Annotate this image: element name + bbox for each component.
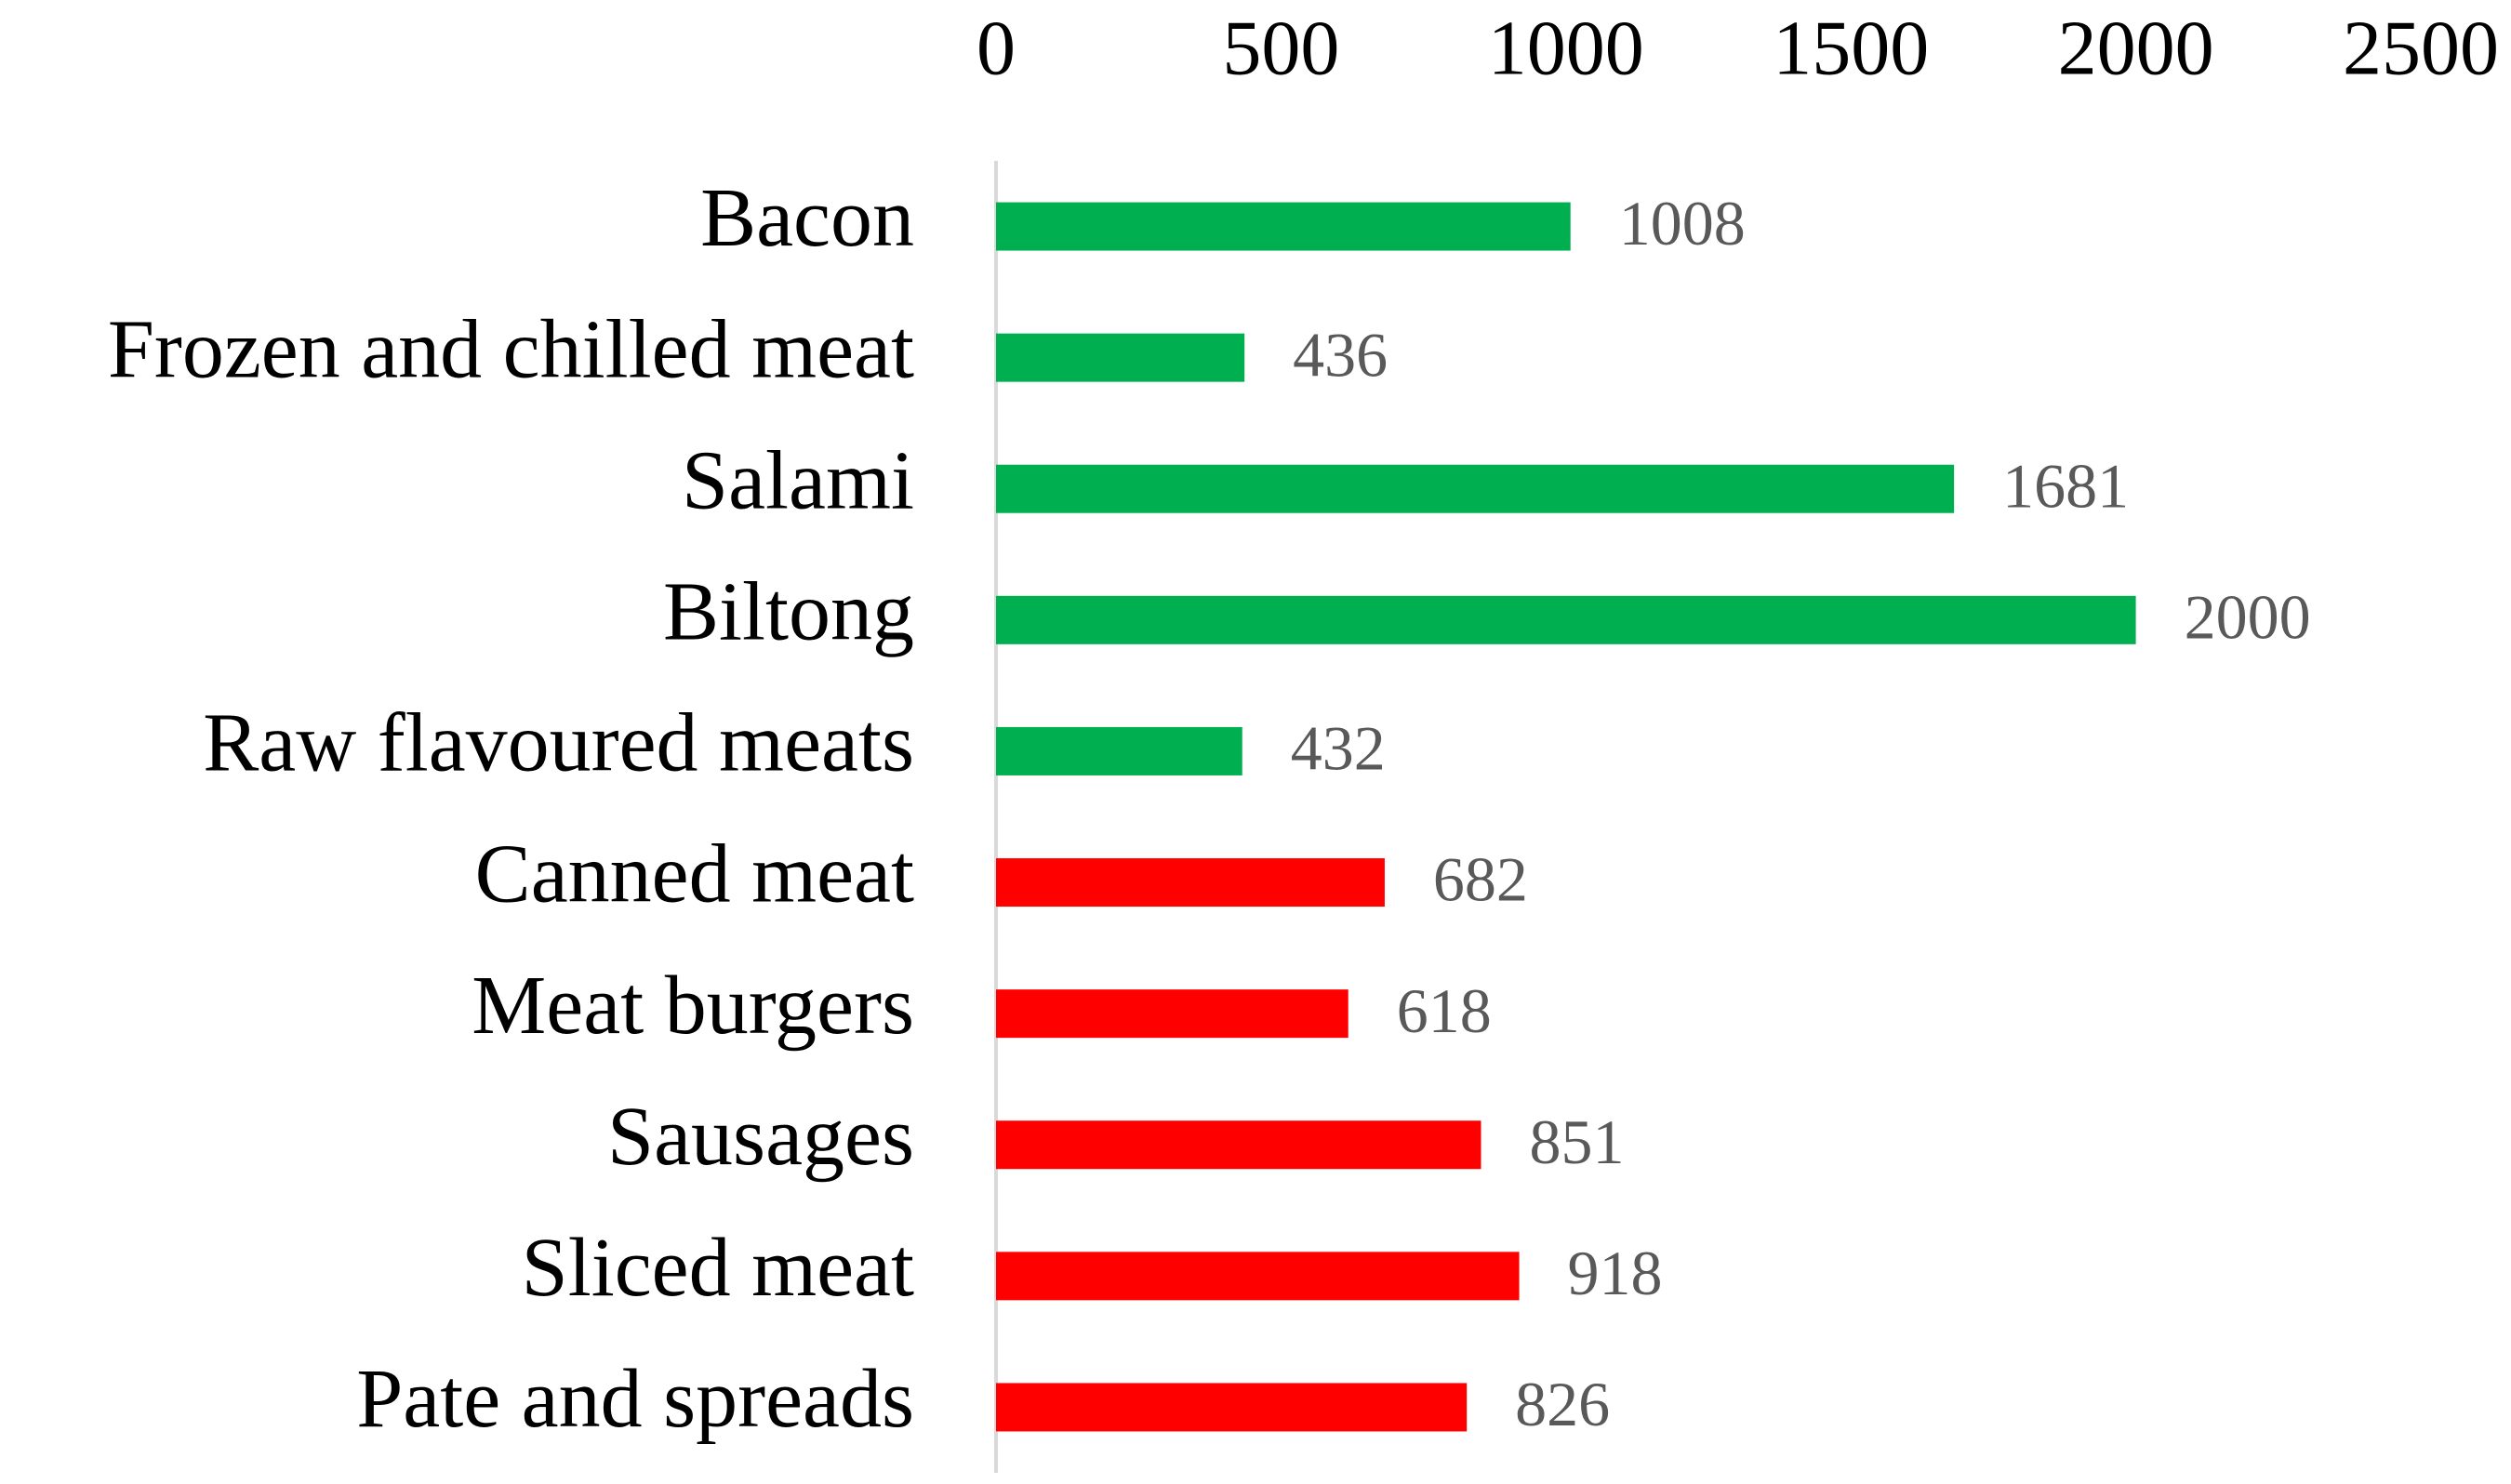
y-tick-label: Salami [682,434,914,526]
data-label: 1008 [1619,188,1746,258]
y-tick-label: Pate and spreads [356,1353,914,1445]
y-tick-label: Sliced meat [522,1222,914,1314]
data-label: 618 [1397,975,1492,1046]
data-label: 1681 [2002,450,2129,521]
x-tick-label: 2000 [2058,5,2214,91]
y-tick-label: Biltong [663,566,914,658]
bar [996,1120,1481,1170]
y-tick-label: Sausages [607,1091,914,1183]
bar [996,595,2136,644]
y-tick-label: Canned meat [475,828,914,921]
y-tick-label: Raw flavoured meats [203,697,914,789]
y-tick-label: Meat burgers [472,960,914,1052]
data-label: 436 [1293,319,1388,390]
bar [996,202,1571,251]
bar [996,333,1245,382]
x-tick-label: 2500 [2343,5,2499,91]
data-label: 851 [1529,1106,1624,1177]
bar [996,1252,1520,1301]
data-label: 432 [1291,713,1386,784]
x-tick-label: 1000 [1488,5,1644,91]
bar [996,1383,1468,1432]
bar [996,464,1955,513]
data-label: 682 [1433,844,1528,915]
data-label: 826 [1515,1369,1610,1439]
bar [996,726,1242,775]
data-label: 918 [1568,1238,1663,1308]
bar [996,858,1385,908]
x-tick-label: 500 [1222,5,1339,91]
bar [996,989,1348,1039]
x-tick-label: 0 [976,5,1016,91]
data-label: 2000 [2185,581,2311,652]
x-tick-label: 1500 [1773,5,1929,91]
y-tick-label: Bacon [700,172,914,264]
y-tick-label: Frozen and chilled meat [108,303,914,395]
